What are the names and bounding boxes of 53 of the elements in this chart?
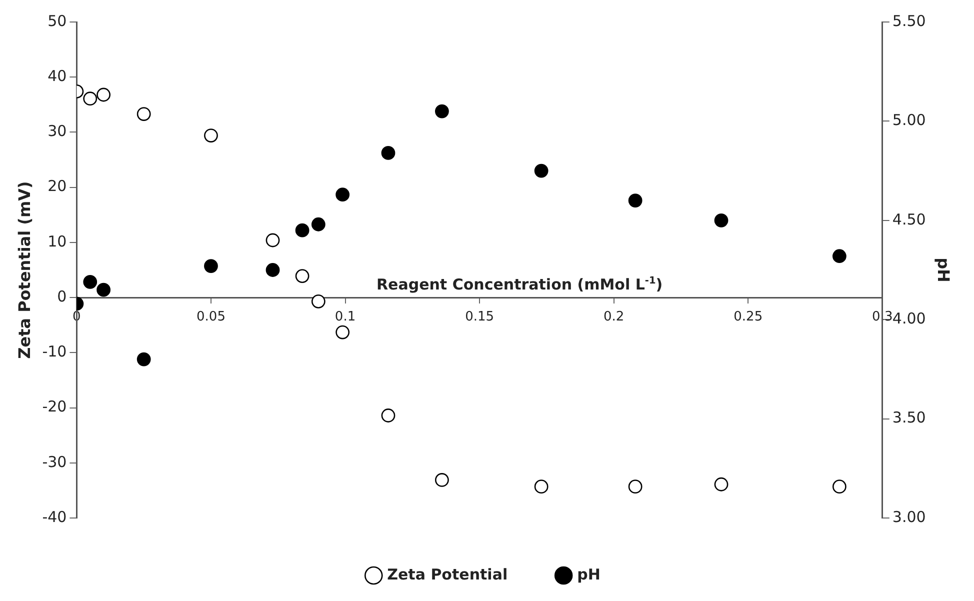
y2-tick-label: 5.50 — [892, 12, 926, 30]
y2-tick-label: 4.00 — [892, 309, 926, 328]
point — [204, 259, 218, 273]
y-tick-label: 0 — [57, 287, 67, 306]
y-tick-label: 50 — [48, 12, 67, 30]
point — [381, 408, 396, 422]
point — [435, 104, 449, 118]
x-tick-label: 0.2 — [603, 309, 624, 324]
y2-axis-title: pH — [934, 258, 954, 282]
y2-tick-label: 5.00 — [892, 111, 926, 130]
legend-label: pH — [577, 565, 600, 584]
point — [534, 480, 548, 494]
point — [435, 473, 449, 487]
point — [714, 213, 728, 228]
point — [336, 188, 350, 202]
y-tick-label: 20 — [48, 177, 67, 196]
point — [295, 269, 310, 284]
point — [136, 107, 151, 121]
y-tick-label: 40 — [48, 67, 67, 85]
point — [266, 263, 280, 277]
point — [136, 352, 151, 366]
point — [628, 480, 642, 494]
point — [311, 217, 326, 232]
point — [96, 88, 111, 102]
y2-tick-label: 3.00 — [892, 508, 926, 526]
y-tick-label: -40 — [42, 508, 67, 526]
y-tick-label: -10 — [42, 342, 67, 361]
x-tick-label: 0.25 — [734, 309, 763, 324]
y-tick-label: -20 — [42, 398, 67, 416]
point — [381, 146, 396, 160]
point — [295, 223, 310, 238]
point — [628, 194, 642, 208]
x-tick-label: 0.05 — [196, 309, 226, 324]
y2-tick-label: 4.50 — [892, 210, 926, 228]
point — [311, 294, 326, 308]
x-tick-label: 0.1 — [334, 309, 356, 324]
point — [714, 477, 728, 492]
point — [204, 128, 218, 142]
point — [832, 480, 846, 494]
y2-tick-label: 3.50 — [892, 408, 926, 427]
point — [534, 164, 548, 178]
y-tick-label: -30 — [42, 452, 67, 471]
point — [266, 233, 280, 248]
x-tick-label: 0.15 — [465, 309, 494, 324]
point — [96, 282, 111, 297]
point — [336, 325, 350, 340]
y-axis-title: Zeta Potential (mV) — [14, 181, 34, 359]
point — [83, 92, 98, 106]
point — [832, 249, 846, 264]
y-tick-label: 30 — [48, 122, 67, 140]
y-tick-label: 10 — [48, 232, 67, 250]
point — [83, 274, 98, 289]
legend-label: Zeta Potential — [387, 565, 508, 584]
